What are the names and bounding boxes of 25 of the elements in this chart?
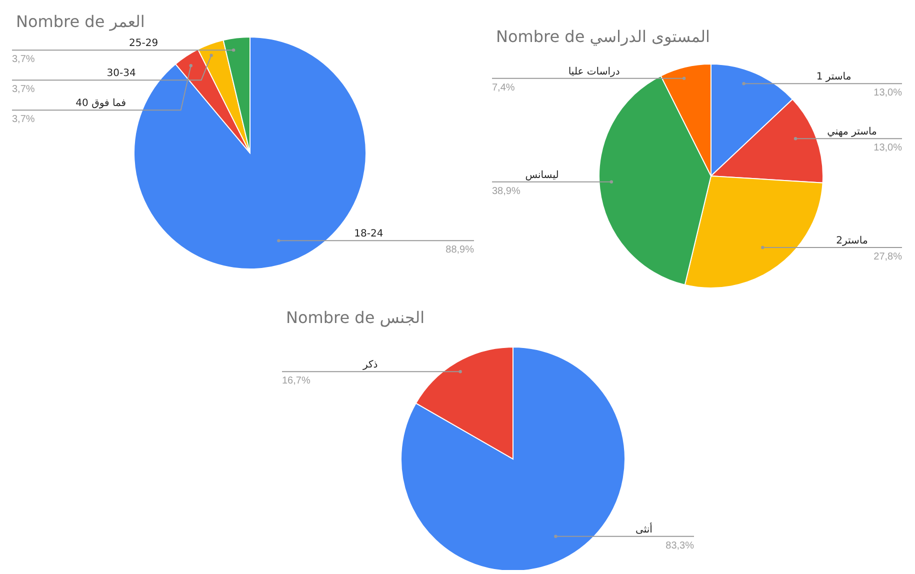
slice-label: 30-34 (106, 68, 136, 80)
slice-label: أنثى (636, 522, 653, 536)
chart-title: Nombre de المستوى الدراسي (496, 27, 710, 46)
slice-label: 40 فما فوق (76, 98, 126, 110)
slice-label: ليسانس (525, 170, 559, 181)
chart-title: Nombre de الجنس (286, 308, 425, 327)
slice-label: 25-29 (129, 38, 158, 50)
slice-label: دراسات عليا (568, 66, 620, 78)
chart-title: Nombre de العمر (16, 12, 145, 31)
data-label: 88,9% (446, 244, 474, 256)
data-label: 7,4% (492, 82, 515, 94)
data-label: 38,9% (492, 186, 520, 197)
slice-label: ذكر (362, 360, 378, 371)
data-label: 83,3% (666, 540, 694, 552)
slice-label: ماستر مهني (827, 126, 877, 138)
data-label: 3,7% (12, 84, 35, 96)
data-label: 3,7% (12, 114, 35, 126)
slice-label: 18-24 (354, 228, 384, 240)
data-label: 27,8% (874, 252, 902, 263)
data-label: 13,0% (874, 88, 902, 99)
slice-label: ماستر2 (836, 236, 868, 247)
data-label: 16,7% (282, 376, 310, 387)
data-label: 13,0% (874, 142, 902, 154)
data-label: 3,7% (12, 54, 35, 66)
slice-label: ماستر 1 (816, 72, 852, 83)
